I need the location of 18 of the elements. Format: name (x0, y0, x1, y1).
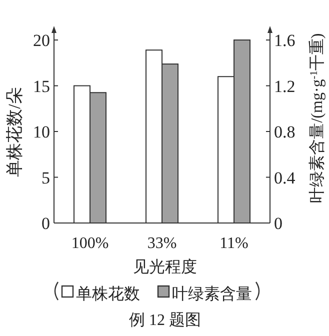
y2-tick-label: 1.6 (274, 31, 296, 50)
y-tick-label: 10 (33, 122, 50, 142)
x-tick-label: 11% (220, 235, 248, 252)
y2-tick-label: 0.8 (274, 122, 296, 142)
y2-tick-label: 0 (274, 214, 282, 233)
y2-tick-label: 1.2 (274, 76, 296, 96)
legend-label: 叶绿素含量 (172, 285, 252, 303)
y-tick-label: 15 (33, 76, 50, 96)
y-axis-title: 单株花数/朵 (5, 87, 24, 177)
legend-label: 单株花数 (76, 285, 140, 303)
y-tick-label: 0 (42, 214, 50, 233)
x-tick-label: 33% (147, 235, 177, 252)
y-tick-label: 5 (42, 168, 50, 188)
y2-tick-label: 0.4 (274, 168, 296, 188)
text: 例 12 题图 (129, 312, 201, 329)
x-axis-title: 见光程度 (133, 258, 197, 276)
y-tick-label: 20 (33, 31, 50, 50)
x-tick-label: 100% (71, 235, 109, 252)
